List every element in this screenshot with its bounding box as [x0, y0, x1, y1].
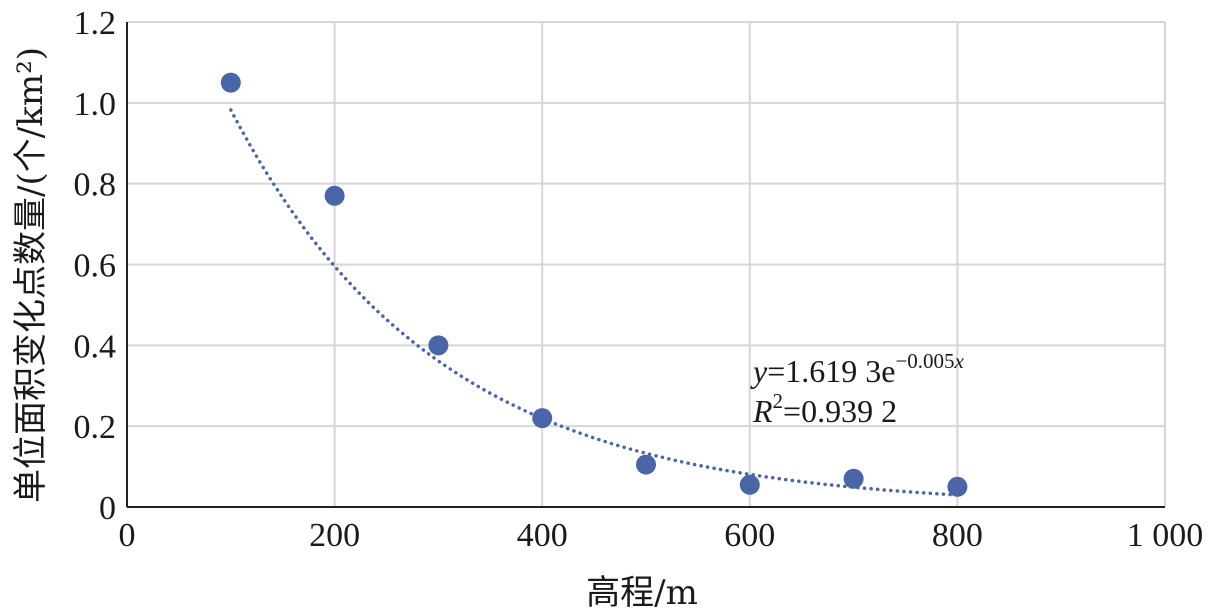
- data-point: [843, 468, 864, 489]
- data-point: [532, 408, 553, 429]
- r-squared-label: R2=0.939 2: [752, 389, 897, 429]
- data-point: [947, 476, 968, 497]
- equation-y-var: y: [750, 353, 768, 389]
- x-tick-label: 200: [309, 517, 360, 554]
- y-tick-label: 1.2: [74, 5, 117, 42]
- trendline: [229, 108, 960, 497]
- x-tick-label: 800: [932, 517, 983, 554]
- x-tick-label: 0: [119, 517, 136, 554]
- equation-exponent: −0.005: [895, 349, 954, 373]
- r-squared-sup: 2: [773, 389, 784, 413]
- data-point: [220, 72, 241, 93]
- equation-coefficient: =1.619 3e: [767, 353, 895, 389]
- x-tick-label: 400: [517, 517, 568, 554]
- data-point: [428, 335, 449, 356]
- data-point: [636, 454, 656, 475]
- y-tick-label: 0.8: [74, 167, 117, 204]
- y-tick-label: 0.4: [74, 328, 117, 365]
- y-axis-label: 单位面积变化点数量/(个/km²): [11, 47, 51, 503]
- y-tick-label: 1.0: [74, 86, 117, 123]
- data-point: [324, 185, 345, 206]
- tick-labels: 0 200 400 600 800 1 000 0 0.2 0.4 0.6 0.8 1.0 1.2: [74, 5, 1204, 554]
- grid: [127, 21, 1166, 507]
- x-tick-label: 1 000: [1127, 517, 1204, 554]
- y-tick-label: 0: [99, 490, 116, 527]
- trendline-layer: [229, 108, 960, 497]
- r-squared-value: =0.939 2: [783, 393, 897, 429]
- equation-exponent-var: x: [954, 349, 965, 373]
- x-axis-label: 高程/m: [586, 573, 698, 613]
- r-squared-var: R: [752, 393, 773, 429]
- trendline-equation: y=1.619 3e−0.005x: [750, 349, 965, 389]
- y-tick-label: 0.6: [74, 248, 117, 285]
- x-tick-label: 600: [724, 517, 775, 554]
- data-points: [220, 72, 968, 497]
- y-tick-label: 0.2: [74, 409, 117, 446]
- data-point: [739, 474, 760, 495]
- axes: [126, 22, 1165, 508]
